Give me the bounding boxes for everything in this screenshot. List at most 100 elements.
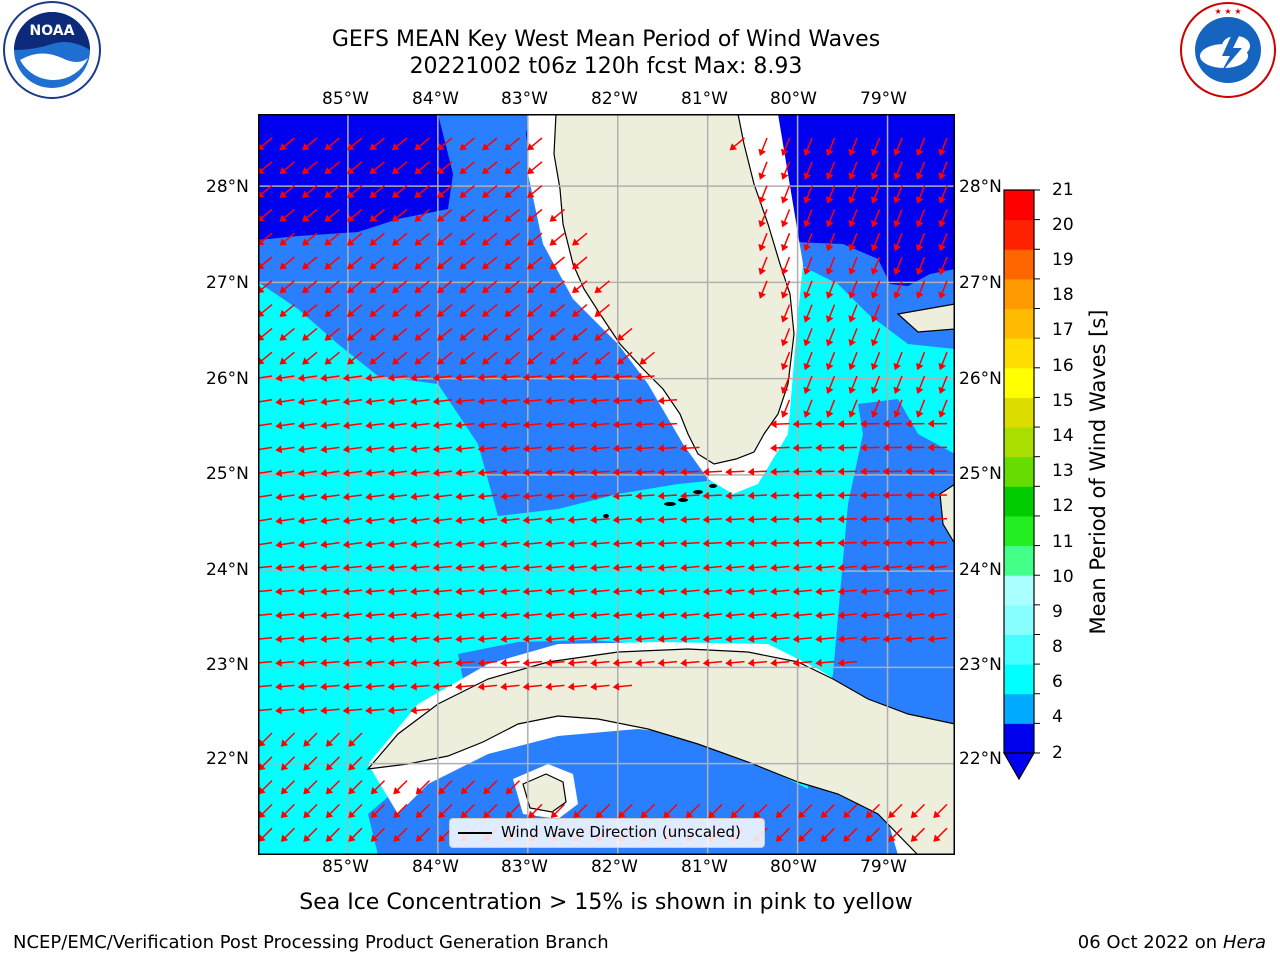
colorbar-tick-18: 18	[1052, 285, 1074, 305]
map-legend: Wind Wave Direction (unscaled)	[449, 818, 765, 848]
colorbar-segment	[1004, 249, 1034, 280]
wind-vector	[414, 280, 430, 294]
wind-vector	[342, 421, 363, 430]
wind-vector	[567, 635, 588, 644]
wind-vector	[477, 516, 498, 525]
wind-vector	[410, 658, 430, 667]
wind-vector	[415, 780, 431, 795]
colorbar-segment	[1004, 486, 1034, 517]
wind-vector	[680, 587, 700, 596]
wind-vector	[815, 515, 835, 524]
lat-label-left-25: 25°N	[206, 464, 249, 484]
wind-vector	[302, 256, 318, 270]
wind-vector	[612, 444, 633, 453]
wind-vector	[725, 658, 745, 667]
wind-vector	[612, 420, 633, 429]
wind-vector	[392, 327, 408, 341]
colorbar-segment	[1004, 308, 1034, 339]
wind-vector	[387, 658, 408, 667]
wind-vector	[567, 515, 588, 524]
wind-vector	[927, 467, 948, 476]
wind-vector	[297, 658, 318, 667]
wind-vector	[780, 256, 791, 276]
wind-vector	[297, 373, 318, 382]
wind-vector	[792, 491, 813, 500]
wind-vector	[612, 372, 633, 382]
wind-vector	[303, 827, 318, 842]
wind-vector	[342, 468, 363, 477]
wind-vector	[612, 635, 633, 644]
wind-vector	[482, 256, 498, 270]
wind-vector	[325, 756, 341, 771]
wind-vector	[860, 419, 880, 428]
wind-vector	[348, 827, 363, 842]
wind-vector	[303, 803, 318, 819]
wind-vector	[415, 803, 431, 819]
wind-vector	[848, 232, 858, 252]
wind-vector	[392, 137, 408, 151]
wind-vector	[477, 563, 498, 572]
legend-line-swatch	[458, 832, 492, 834]
wind-vector	[504, 161, 520, 175]
colorbar-tick-17: 17	[1052, 320, 1074, 340]
wind-vector	[825, 328, 836, 347]
wind-vector	[780, 280, 791, 299]
lon-label-bottom-84: 84°W	[412, 857, 459, 877]
wind-vector	[437, 232, 453, 246]
wind-vector	[545, 396, 565, 406]
wind-vector	[477, 420, 498, 429]
wind-vector	[347, 232, 363, 246]
wind-vector	[893, 137, 903, 157]
wind-vector	[342, 635, 363, 644]
wind-vector	[387, 635, 408, 644]
wind-vector	[392, 280, 408, 294]
wind-vector	[882, 443, 903, 452]
colorbar-tick-16: 16	[1052, 356, 1074, 376]
wind-vector	[275, 492, 295, 501]
wind-vector	[915, 185, 926, 204]
wind-vector	[870, 328, 881, 347]
wind-vector	[837, 538, 858, 548]
cuba-land	[366, 648, 955, 855]
wind-vector	[482, 351, 498, 365]
wind-vector	[500, 587, 520, 596]
wind-vector	[572, 351, 588, 365]
wind-vector	[725, 635, 745, 644]
wind-vector	[860, 563, 880, 572]
wind-vector	[848, 137, 858, 157]
wind-vector	[657, 611, 678, 620]
wind-vector	[545, 373, 565, 382]
wind-vector	[365, 445, 385, 454]
wind-vector	[770, 491, 790, 500]
wind-vector	[893, 399, 903, 418]
wind-vector	[324, 256, 340, 270]
wind-vector	[545, 515, 565, 525]
wind-vector	[342, 658, 363, 667]
wind-vector	[792, 420, 813, 429]
wind-vector	[770, 611, 790, 620]
wind-vector	[432, 468, 453, 477]
wind-vector	[680, 539, 700, 548]
wind-vector	[792, 467, 813, 476]
wind-vector	[455, 635, 475, 644]
wind-vector	[780, 351, 791, 371]
wind-vector	[612, 658, 633, 667]
wind-vector	[803, 375, 813, 395]
wind-vector	[567, 396, 588, 405]
wind-vector	[870, 209, 881, 228]
wind-vector	[594, 304, 610, 317]
wind-vector	[369, 137, 385, 151]
wind-vector	[594, 280, 610, 294]
wind-vector	[527, 232, 543, 246]
wind-vector	[369, 208, 385, 222]
lon-label-top-80: 80°W	[770, 89, 817, 109]
wind-vector	[938, 351, 948, 371]
wind-vector	[747, 467, 768, 476]
wind-vector	[702, 539, 723, 548]
wind-vector	[455, 563, 475, 572]
colorbar-extend-min	[1002, 752, 1036, 781]
wind-vector	[477, 397, 498, 406]
wind-vector	[297, 587, 318, 596]
wind-vector	[410, 587, 430, 596]
wind-vector	[348, 780, 363, 795]
